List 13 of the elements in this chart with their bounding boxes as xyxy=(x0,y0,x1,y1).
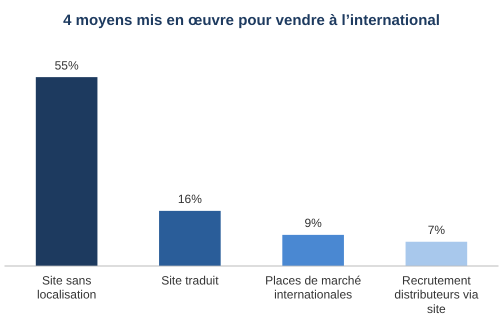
x-tick-label: Recrutement distributeurs via site xyxy=(394,273,479,316)
bar xyxy=(36,77,98,266)
data-label: 7% xyxy=(428,223,446,238)
x-tick-label: Site traduit xyxy=(161,273,220,288)
x-tick-label: Site sans localisation xyxy=(36,273,96,302)
bar xyxy=(282,234,344,266)
bar xyxy=(406,242,468,266)
data-label: 16% xyxy=(178,192,202,206)
data-label: 9% xyxy=(304,216,322,230)
x-tick-label: Places de marché internationales xyxy=(265,273,362,302)
data-label: 55% xyxy=(54,58,79,72)
chart-title: 4 moyens mis en œuvre pour vendre à l’international xyxy=(63,12,440,30)
bar xyxy=(159,210,221,266)
